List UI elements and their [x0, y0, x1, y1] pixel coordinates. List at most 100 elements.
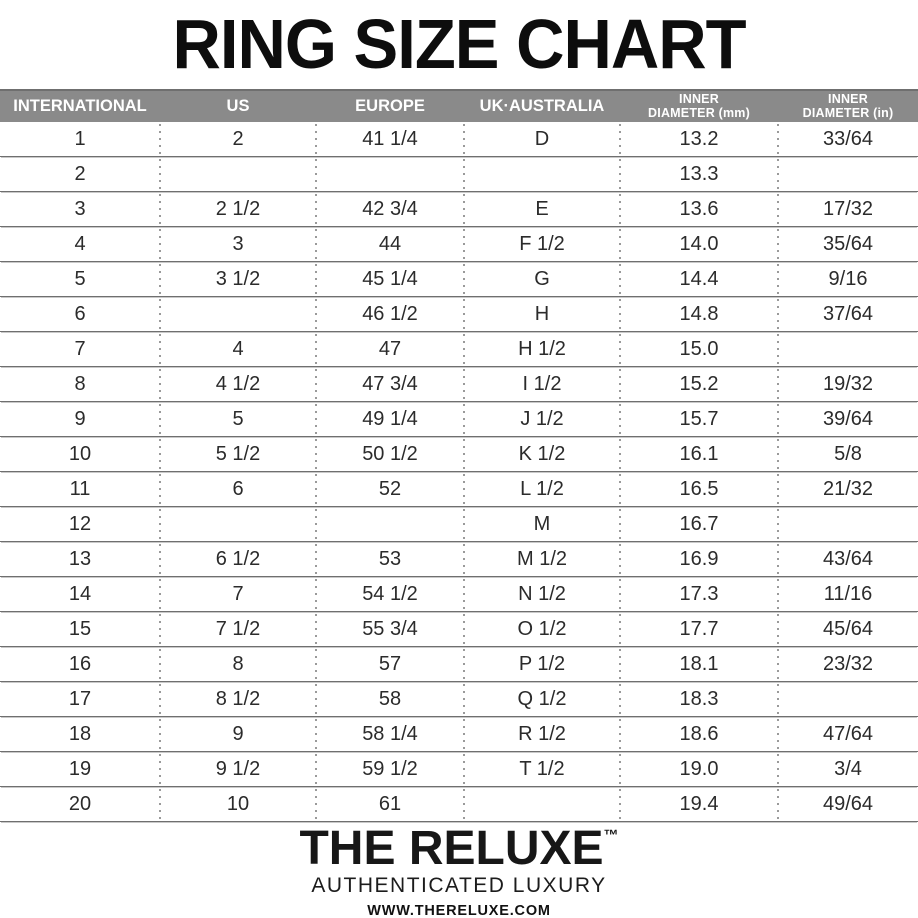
- cell-inner-diameter-mm: 14.0: [620, 227, 779, 261]
- table-row: 3 2 1/2 42 3/4 E 13.6 17/32: [0, 192, 918, 227]
- cell-inner-diameter-mm: 14.4: [620, 262, 779, 296]
- cell-europe: 50 1/2: [316, 437, 465, 471]
- cell-inner-diameter-in: 19/32: [822, 372, 874, 395]
- cell-international: 3: [0, 192, 161, 226]
- cell-international: 2: [0, 157, 161, 191]
- cell-uk-australia: R 1/2: [464, 717, 621, 751]
- cell-uk-australia: M: [464, 507, 621, 541]
- cell-uk-australia: J 1/2: [464, 402, 621, 436]
- cell-international: 18: [0, 717, 161, 751]
- cell-europe: 61: [316, 787, 465, 821]
- cell-international: 17: [0, 682, 161, 716]
- cell-inner-diameter-in: [778, 332, 918, 366]
- cell-uk-australia: Q 1/2: [464, 682, 621, 716]
- cell-inner-diameter-in: 43/64: [822, 547, 874, 570]
- cell-us: 8: [160, 647, 317, 681]
- cell-europe: 53: [316, 542, 465, 576]
- table-row: 10 5 1/2 50 1/2 K 1/2 16.1 5/8: [0, 437, 918, 472]
- cell-international: 8: [0, 367, 161, 401]
- cell-international: 4: [0, 227, 161, 261]
- trademark-symbol: ™: [603, 827, 619, 844]
- cell-inner-diameter-mm: 18.6: [620, 717, 779, 751]
- table-row: 11 6 52 L 1/2 16.5 21/32: [0, 472, 918, 507]
- cell-uk-australia: K 1/2: [464, 437, 621, 471]
- cell-us: 3 1/2: [160, 262, 317, 296]
- table-row: 9 5 49 1/4 J 1/2 15.7 39/64: [0, 402, 918, 437]
- column-header-us: US: [226, 96, 250, 115]
- cell-us: 2: [160, 122, 317, 156]
- cell-uk-australia: D: [464, 122, 621, 156]
- cell-europe: 52: [316, 472, 465, 506]
- table-row: 4 3 44 F 1/2 14.0 35/64: [0, 227, 918, 262]
- cell-europe: 58 1/4: [316, 717, 465, 751]
- cell-inner-diameter-mm: 15.7: [620, 402, 779, 436]
- cell-europe: 57: [316, 647, 465, 681]
- cell-us: 4 1/2: [160, 367, 317, 401]
- cell-inner-diameter-in: 23/32: [822, 652, 874, 675]
- cell-international: 5: [0, 262, 161, 296]
- table-row: 8 4 1/2 47 3/4 I 1/2 15.2 19/32: [0, 367, 918, 402]
- cell-us: 9: [160, 717, 317, 751]
- cell-uk-australia: G: [464, 262, 621, 296]
- cell-international: 13: [0, 542, 161, 576]
- cell-inner-diameter-in: 35/64: [822, 232, 874, 255]
- cell-europe: 41 1/4: [316, 122, 465, 156]
- cell-inner-diameter-in: 9/16: [828, 267, 868, 290]
- cell-uk-australia: T 1/2: [464, 752, 621, 786]
- cell-us: 5 1/2: [160, 437, 317, 471]
- cell-uk-australia: H: [464, 297, 621, 331]
- cell-uk-australia: L 1/2: [464, 472, 621, 506]
- cell-europe: [316, 507, 465, 541]
- cell-uk-australia: O 1/2: [464, 612, 621, 646]
- cell-us: 10: [160, 787, 317, 821]
- cell-europe: 54 1/2: [316, 577, 465, 611]
- table-body: 1 2 41 1/4 D 13.2 33/64 2 13.3 3 2 1/2 4…: [0, 122, 918, 822]
- table-row: 20 10 61 19.4 49/64: [0, 787, 918, 822]
- cell-inner-diameter-in: 49/64: [822, 792, 874, 815]
- cell-inner-diameter-in: [778, 157, 918, 191]
- cell-international: 9: [0, 402, 161, 436]
- cell-us: 5: [160, 402, 317, 436]
- table-header-row: INTERNATIONAL US EUROPE UK·AUSTRALIA INN…: [0, 89, 918, 122]
- cell-europe: 55 3/4: [316, 612, 465, 646]
- title-area: RING SIZE CHART: [0, 0, 918, 89]
- cell-us: 2 1/2: [160, 192, 317, 226]
- cell-europe: 47: [316, 332, 465, 366]
- cell-international: 19: [0, 752, 161, 786]
- cell-inner-diameter-mm: 17.3: [620, 577, 779, 611]
- cell-international: 11: [0, 472, 161, 506]
- brand-name: THE RELUXE: [299, 822, 604, 875]
- cell-inner-diameter-in: 45/64: [822, 617, 874, 640]
- cell-uk-australia: M 1/2: [464, 542, 621, 576]
- cell-europe: 49 1/4: [316, 402, 465, 436]
- table-row: 17 8 1/2 58 Q 1/2 18.3: [0, 682, 918, 717]
- table-row: 14 7 54 1/2 N 1/2 17.3 11/16: [0, 577, 918, 612]
- cell-europe: 44: [316, 227, 465, 261]
- table-row: 12 M 16.7: [0, 507, 918, 542]
- table-row: 7 4 47 H 1/2 15.0: [0, 332, 918, 367]
- cell-europe: 47 3/4: [316, 367, 465, 401]
- brand-line: THE RELUXE ™: [299, 822, 619, 875]
- cell-inner-diameter-in: [778, 507, 918, 541]
- cell-inner-diameter-mm: 16.7: [620, 507, 779, 541]
- cell-inner-diameter-in: [778, 682, 918, 716]
- cell-inner-diameter-mm: 18.1: [620, 647, 779, 681]
- cell-us: [160, 507, 317, 541]
- cell-inner-diameter-mm: 13.3: [620, 157, 779, 191]
- cell-uk-australia: I 1/2: [464, 367, 621, 401]
- cell-inner-diameter-mm: 14.8: [620, 297, 779, 331]
- cell-uk-australia: N 1/2: [464, 577, 621, 611]
- cell-uk-australia: [464, 157, 621, 191]
- cell-international: 16: [0, 647, 161, 681]
- cell-inner-diameter-mm: 16.9: [620, 542, 779, 576]
- cell-international: 15: [0, 612, 161, 646]
- cell-international: 12: [0, 507, 161, 541]
- table-row: 15 7 1/2 55 3/4 O 1/2 17.7 45/64: [0, 612, 918, 647]
- cell-international: 6: [0, 297, 161, 331]
- cell-europe: 45 1/4: [316, 262, 465, 296]
- website-url: WWW.THERELUXE.COM: [367, 903, 551, 918]
- cell-inner-diameter-in: 39/64: [822, 407, 874, 430]
- cell-inner-diameter-in: 5/8: [834, 442, 862, 465]
- cell-inner-diameter-mm: 19.4: [620, 787, 779, 821]
